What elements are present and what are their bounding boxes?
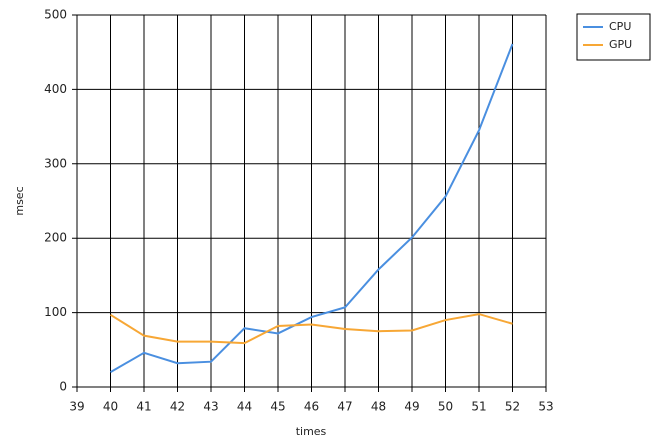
series-line — [109, 313, 513, 345]
y-tick-label: 500 — [44, 8, 67, 22]
x-tick-label: 51 — [471, 400, 486, 414]
x-tick-label: 45 — [270, 400, 285, 414]
y-tick-label: 0 — [59, 380, 67, 394]
x-tick-label: 47 — [337, 400, 352, 414]
y-tick-label: 300 — [44, 156, 67, 170]
x-tick-label: 39 — [69, 400, 84, 414]
legend-label: GPU — [609, 38, 632, 51]
y-axis-label: msec — [13, 186, 26, 215]
x-tick-label: 44 — [237, 400, 252, 414]
x-tick-label: 41 — [136, 400, 151, 414]
y-tick-label: 100 — [44, 305, 67, 319]
y-tick-label: 400 — [44, 82, 67, 96]
series-line — [109, 43, 514, 373]
x-tick-label: 42 — [170, 400, 185, 414]
x-tick-label: 50 — [438, 400, 453, 414]
y-tick-label: 200 — [44, 231, 67, 245]
legend-label: CPU — [609, 20, 631, 33]
x-axis-label: times — [296, 425, 327, 438]
x-tick-label: 46 — [304, 400, 319, 414]
x-tick-label: 53 — [538, 400, 553, 414]
legend-box — [576, 13, 651, 61]
x-tick-label: 52 — [505, 400, 520, 414]
x-tick-label: 43 — [203, 400, 218, 414]
x-tick-label: 49 — [404, 400, 419, 414]
x-tick-label: 48 — [371, 400, 386, 414]
x-tick-label: 40 — [103, 400, 118, 414]
